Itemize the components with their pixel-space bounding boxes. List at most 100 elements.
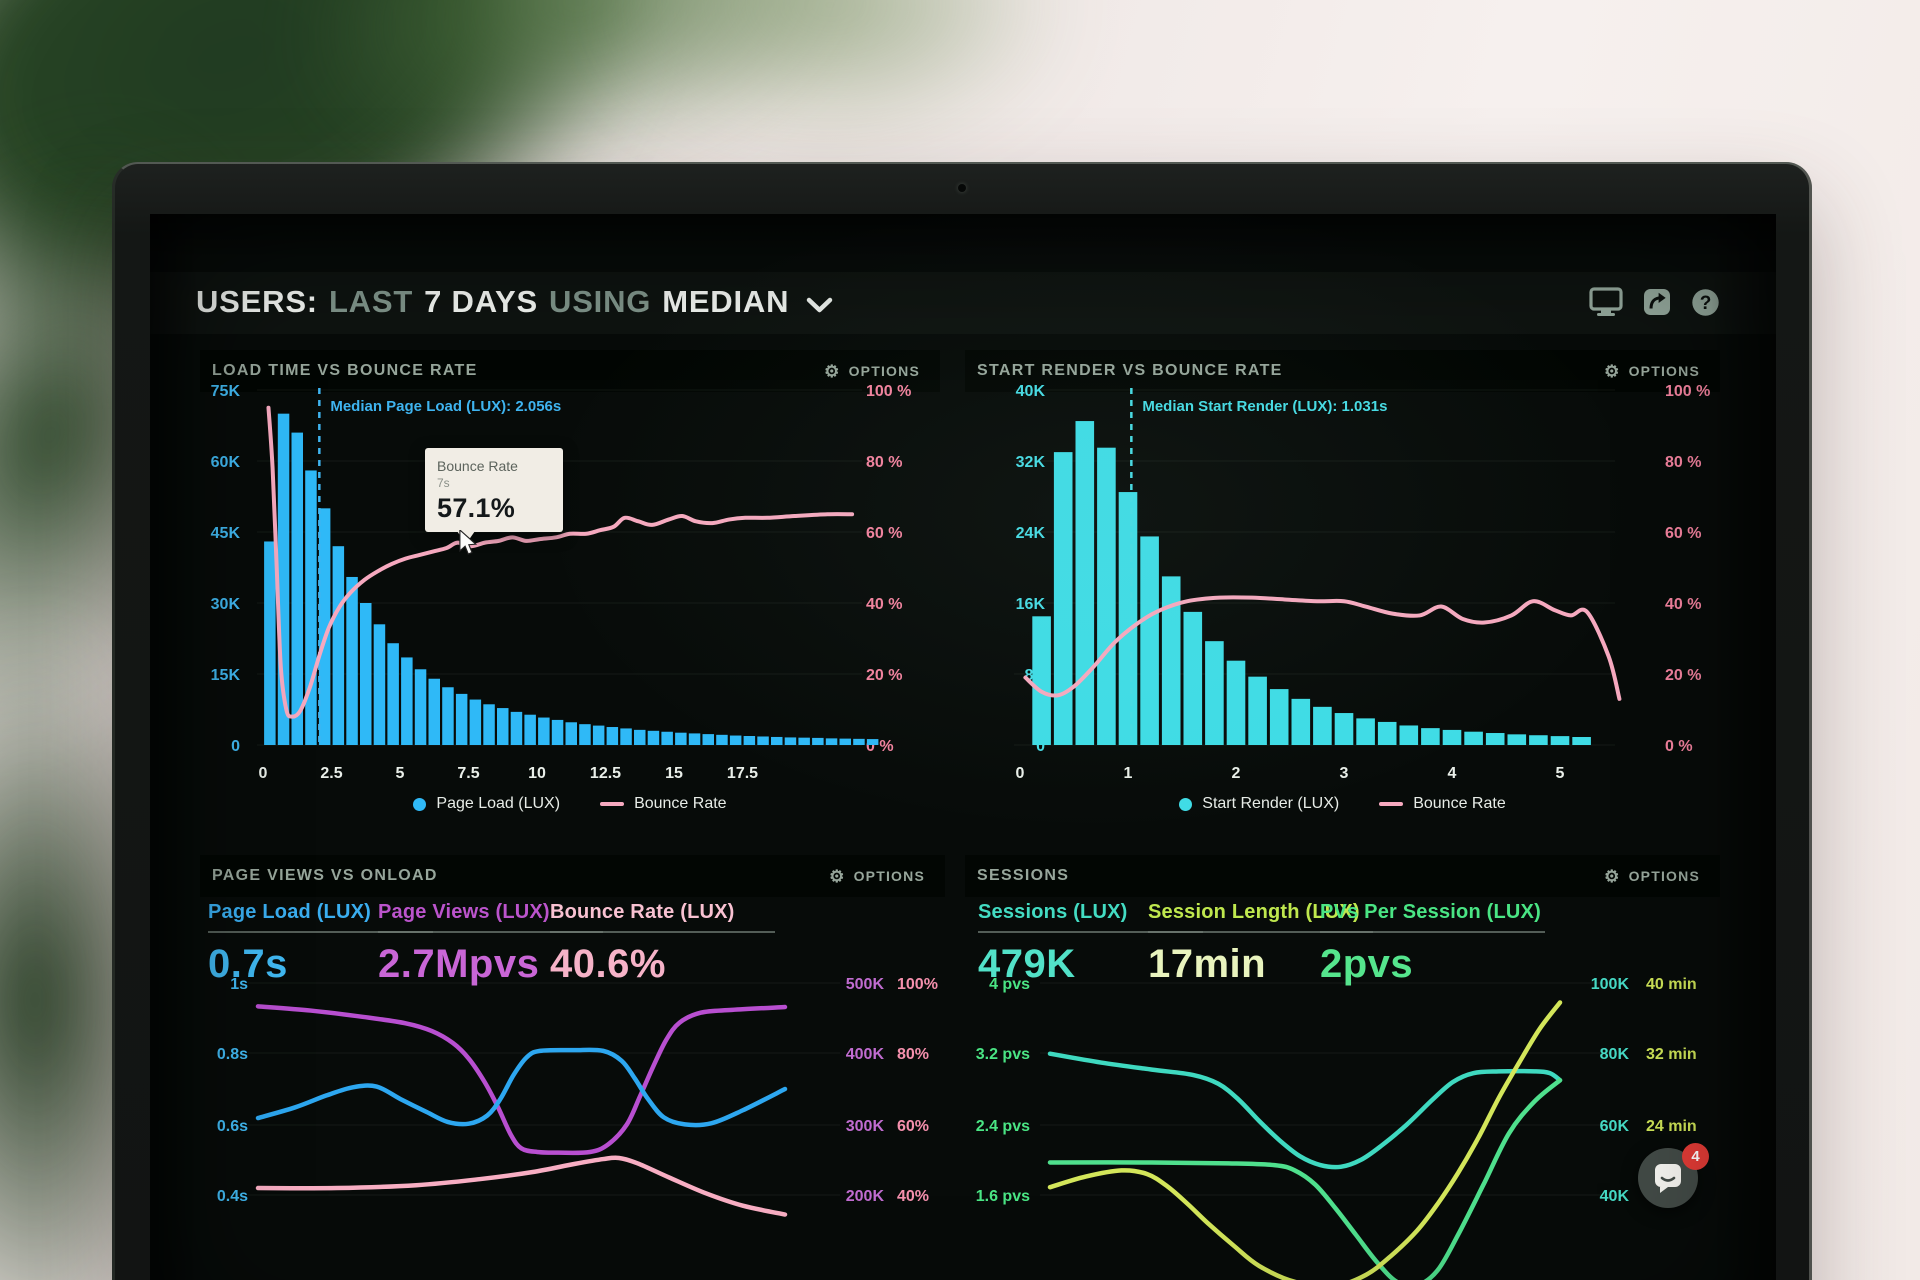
svg-text:3.2 pvs: 3.2 pvs bbox=[976, 1046, 1030, 1063]
svg-text:0 %: 0 % bbox=[1665, 738, 1693, 755]
svg-text:100%: 100% bbox=[897, 976, 938, 993]
title-segment: MEDIAN bbox=[662, 284, 790, 319]
options-button[interactable]: ⚙ OPTIONS bbox=[1598, 362, 1706, 381]
svg-text:60K: 60K bbox=[211, 454, 241, 471]
svg-text:100 %: 100 % bbox=[866, 385, 911, 400]
svg-text:1.6 pvs: 1.6 pvs bbox=[976, 1188, 1030, 1205]
svg-text:15: 15 bbox=[665, 765, 683, 782]
svg-text:400K: 400K bbox=[846, 1046, 885, 1063]
svg-text:32 min: 32 min bbox=[1646, 1046, 1697, 1063]
svg-text:7.5: 7.5 bbox=[457, 765, 479, 782]
svg-text:100 %: 100 % bbox=[1665, 385, 1710, 400]
chat-launcher-button[interactable]: 4 bbox=[1638, 1143, 1709, 1208]
svg-text:40 min: 40 min bbox=[1646, 976, 1697, 993]
legend-dot-icon bbox=[413, 797, 427, 811]
svg-text:20 %: 20 % bbox=[866, 667, 902, 684]
svg-text:40K: 40K bbox=[1600, 1188, 1630, 1205]
display-icon[interactable] bbox=[1589, 287, 1623, 317]
help-icon[interactable]: ? bbox=[1691, 288, 1720, 317]
options-button[interactable]: ⚙ OPTIONS bbox=[823, 867, 931, 886]
options-label: OPTIONS bbox=[1628, 363, 1700, 379]
svg-text:12.5: 12.5 bbox=[590, 765, 621, 782]
panel-title: START RENDER VS BOUNCE RATE bbox=[977, 362, 1283, 379]
panel-header: PAGE VIEWS VS ONLOAD ⚙ OPTIONS bbox=[200, 855, 945, 897]
notification-badge: 4 bbox=[1682, 1143, 1709, 1170]
svg-text:75K: 75K bbox=[211, 385, 241, 400]
svg-text:24 min: 24 min bbox=[1646, 1118, 1697, 1135]
svg-text:45K: 45K bbox=[211, 525, 241, 542]
svg-text:15K: 15K bbox=[211, 667, 241, 684]
svg-text:10: 10 bbox=[528, 765, 546, 782]
mouse-cursor-icon bbox=[459, 530, 478, 555]
panel-title: LOAD TIME VS BOUNCE RATE bbox=[212, 362, 478, 379]
legend-line-icon bbox=[1379, 802, 1404, 806]
svg-text:32K: 32K bbox=[1016, 454, 1046, 471]
chart-legend: Page Load (LUX) Bounce Rate bbox=[200, 795, 940, 813]
svg-text:0: 0 bbox=[231, 738, 240, 755]
screen: USERS: LAST 7 DAYS USING MEDIAN bbox=[150, 214, 1776, 1280]
title-segment: LAST bbox=[328, 284, 414, 319]
panel-sessions: SESSIONS ⚙ OPTIONS Sessions (LUX) 479K S… bbox=[965, 855, 1720, 1280]
legend-dot-icon bbox=[1179, 797, 1193, 811]
svg-text:2.5: 2.5 bbox=[320, 765, 342, 782]
svg-text:100K: 100K bbox=[1591, 976, 1630, 993]
svg-text:0.4s: 0.4s bbox=[217, 1188, 248, 1205]
legend-item-bounce-rate: Bounce Rate bbox=[1379, 795, 1506, 813]
options-button[interactable]: ⚙ OPTIONS bbox=[818, 362, 926, 381]
laptop: USERS: LAST 7 DAYS USING MEDIAN bbox=[112, 162, 1812, 1280]
svg-text:1: 1 bbox=[1124, 765, 1133, 782]
svg-text:200K: 200K bbox=[846, 1188, 885, 1205]
svg-text:80%: 80% bbox=[897, 1046, 929, 1063]
tooltip-title: Bounce Rate bbox=[437, 458, 518, 474]
tooltip-subtitle: 7s bbox=[437, 476, 450, 490]
chart-legend: Start Render (LUX) Bounce Rate bbox=[965, 795, 1720, 813]
share-icon[interactable] bbox=[1644, 289, 1670, 315]
panel-title: SESSIONS bbox=[977, 867, 1070, 884]
sessions-chart: 4 pvs 3.2 pvs 2.4 pvs 1.6 pvs 100K 40 min 80K 3… bbox=[965, 975, 1720, 1280]
chart-tooltip: Bounce Rate 7s 57.1% bbox=[425, 448, 563, 544]
panel-page-views-vs-onload: PAGE VIEWS VS ONLOAD ⚙ OPTIONS Page Load… bbox=[200, 855, 945, 1280]
panel-title: PAGE VIEWS VS ONLOAD bbox=[212, 867, 438, 884]
users-filter-dropdown[interactable]: USERS: LAST 7 DAYS USING MEDIAN bbox=[196, 284, 833, 320]
options-label: OPTIONS bbox=[853, 868, 925, 884]
svg-text:60%: 60% bbox=[897, 1118, 929, 1135]
title-segment: USERS: bbox=[196, 284, 318, 319]
svg-text:80 %: 80 % bbox=[1665, 454, 1701, 471]
svg-text:5: 5 bbox=[396, 765, 405, 782]
svg-text:0.6s: 0.6s bbox=[217, 1118, 248, 1135]
svg-text:20 %: 20 % bbox=[1665, 667, 1701, 684]
svg-text:17.5: 17.5 bbox=[727, 765, 758, 782]
svg-text:80K: 80K bbox=[1600, 1046, 1630, 1063]
svg-text:40%: 40% bbox=[897, 1188, 929, 1205]
legend-line-icon bbox=[600, 802, 625, 806]
webcam-dot bbox=[958, 184, 966, 192]
options-button[interactable]: ⚙ OPTIONS bbox=[1598, 867, 1706, 886]
svg-text:60 %: 60 % bbox=[866, 525, 902, 542]
dashboard-header: USERS: LAST 7 DAYS USING MEDIAN bbox=[196, 274, 1720, 330]
legend-item-start-render: Start Render (LUX) bbox=[1179, 795, 1339, 813]
svg-text:5: 5 bbox=[1556, 765, 1565, 782]
options-label: OPTIONS bbox=[848, 363, 920, 379]
svg-text:24K: 24K bbox=[1016, 525, 1046, 542]
svg-text:1s: 1s bbox=[230, 976, 248, 993]
gear-icon: ⚙ bbox=[1604, 361, 1621, 381]
svg-text:60 %: 60 % bbox=[1665, 525, 1701, 542]
panel-header: SESSIONS ⚙ OPTIONS bbox=[965, 855, 1720, 897]
svg-text:0: 0 bbox=[1016, 765, 1025, 782]
gear-icon: ⚙ bbox=[829, 866, 846, 886]
svg-text:2.4 pvs: 2.4 pvs bbox=[976, 1118, 1030, 1135]
svg-text:40K: 40K bbox=[1016, 385, 1046, 400]
svg-text:4: 4 bbox=[1448, 765, 1457, 782]
svg-text:4 pvs: 4 pvs bbox=[989, 976, 1030, 993]
svg-text:3: 3 bbox=[1340, 765, 1349, 782]
gear-icon: ⚙ bbox=[1604, 866, 1621, 886]
svg-text:30K: 30K bbox=[211, 596, 241, 613]
tooltip-value: 57.1% bbox=[437, 493, 516, 523]
svg-text:16K: 16K bbox=[1016, 596, 1046, 613]
options-label: OPTIONS bbox=[1628, 868, 1700, 884]
legend-item-bounce-rate: Bounce Rate bbox=[600, 795, 727, 813]
svg-text:Median Page Load (LUX): 2.056s: Median Page Load (LUX): 2.056s bbox=[330, 398, 561, 415]
svg-text:2: 2 bbox=[1232, 765, 1241, 782]
panel-start-render-vs-bounce-rate: START RENDER VS BOUNCE RATE ⚙ OPTIONS 40… bbox=[965, 350, 1720, 832]
